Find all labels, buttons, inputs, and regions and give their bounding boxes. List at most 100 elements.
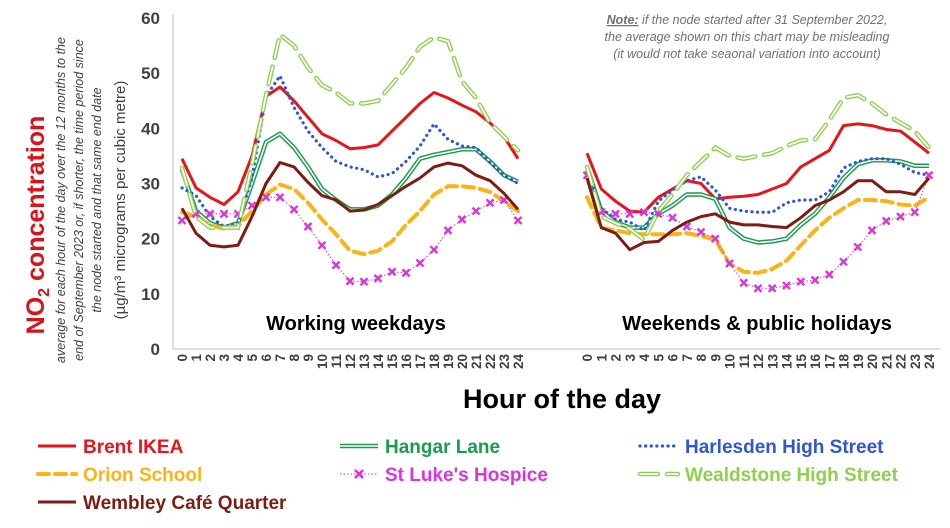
x-tick-label: 18 [837,354,852,370]
x-tick-label: 22 [894,354,909,369]
legend-label: Orion School [83,465,202,486]
x-tick-label: 12 [751,354,766,369]
x-tick-label: 15 [794,354,809,370]
data-point-marker [625,209,635,219]
data-point-marker [853,242,863,252]
data-point-marker [513,216,523,225]
x-tick-label: 24 [922,354,937,370]
panel-label-weekdays: Working weekdays [266,313,446,335]
x-tick-label: 15 [385,354,400,370]
x-tick-label: 17 [413,354,428,369]
series-line [585,122,930,214]
y-tick-label: 0 [151,340,160,359]
data-point-marker [485,198,495,208]
data-point-marker [359,277,369,287]
x-tick-label: 10 [723,354,738,369]
legend-item: Wembley Café Quarter [38,493,287,514]
x-tick-label: 22 [483,354,498,369]
x-tick-label: 9 [301,354,316,362]
x-tick-label: 8 [694,354,709,362]
y-note-line-3: the node started and that same end date [90,87,104,312]
legend-label: Hangar Lane [385,437,500,458]
x-tick-label: 11 [737,354,752,369]
y-units-label: (µg/m³ micrograms per cubic metre) [112,81,129,320]
x-tick-label: 19 [441,354,456,369]
x-tick-label: 4 [231,354,246,362]
x-tick-label: 19 [851,354,866,369]
x-tick-label: 13 [357,354,372,370]
x-tick-label: 0 [580,354,595,362]
data-point-marker [753,283,763,293]
x-tick-label: 21 [879,354,894,370]
data-point-marker [387,267,397,277]
data-point-marker [415,258,425,268]
y-axis-note: average for each hour of the day over th… [54,37,104,363]
data-point-marker [782,281,791,290]
x-tick-label: 14 [371,354,386,370]
y-tick-label: 30 [141,175,160,194]
series-line [584,158,929,245]
legend-label: Brent IKEA [83,437,184,458]
series-line [585,195,931,275]
panel-label-weekends: Weekends & public holidays [622,313,892,335]
legend-item: Orion School [36,465,202,486]
series-orion-school [180,182,931,275]
series-line [584,92,932,244]
data-point-marker [824,270,834,279]
legend: Brent IKEA Hangar Lane Harlesden High Stre… [36,437,899,514]
data-point-marker [401,268,411,278]
series-wealdstone-high-street [179,30,932,244]
x-tick-label: 10 [315,354,330,369]
data-point-marker [767,283,777,293]
data-point-marker [910,207,920,217]
x-tick-label: 9 [708,354,723,362]
data-point-marker [725,259,734,268]
data-point-marker [839,257,848,267]
legend-item: Wealdstone High Street [637,465,899,486]
series-line [585,157,931,233]
x-tick-label: 14 [780,354,795,370]
data-point-marker [796,277,806,287]
data-point-marker [639,207,649,217]
y-tick-label: 40 [141,119,160,138]
legend-label: St Luke's Hospice [385,465,548,486]
data-point-marker [429,245,439,255]
x-tick-label: 21 [469,354,484,370]
series-line-inner [181,33,519,229]
data-point-marker [219,209,229,219]
series-line [180,161,520,249]
series-line [585,177,931,252]
note-line-2: the average shown on this chart may be m… [605,30,890,44]
data-point-marker [611,209,620,219]
x-tick-label: 5 [245,354,260,362]
x-tick-label: 20 [455,354,470,369]
note-line-3: (it would not take seaonal variation int… [613,47,881,61]
chart-note: Note: if the node started after 31 Septe… [605,13,890,61]
data-point-marker [177,216,187,225]
legend-label: Wembley Café Quarter [83,493,287,514]
series-line-inner [586,94,930,242]
x-tick-label: 13 [765,354,780,370]
series-line-inner [586,159,929,244]
x-tick-label: 7 [680,354,695,362]
x-tick-label: 20 [865,354,880,369]
legend-label: Wealdstone High Street [685,465,899,486]
y-note-line-1: average for each hour of the day over th… [54,37,68,363]
x-tick-label: 2 [203,354,218,362]
data-point-marker [261,192,271,202]
series-st-luke-s-hospice [177,170,934,293]
x-tick-label: 6 [259,354,274,362]
legend-item: St Luke's Hospice [340,465,548,486]
data-point-marker [373,274,383,283]
legend-item: Hangar Lane [340,437,500,458]
data-point-marker [924,170,934,180]
data-point-marker [205,209,215,219]
data-point-marker [710,234,720,244]
x-tick-label: 18 [427,354,442,370]
data-point-marker [345,276,355,286]
note-line-1: Note: if the node started after 31 Septe… [607,13,888,27]
data-point-marker [443,226,453,235]
data-point-marker [896,212,905,221]
